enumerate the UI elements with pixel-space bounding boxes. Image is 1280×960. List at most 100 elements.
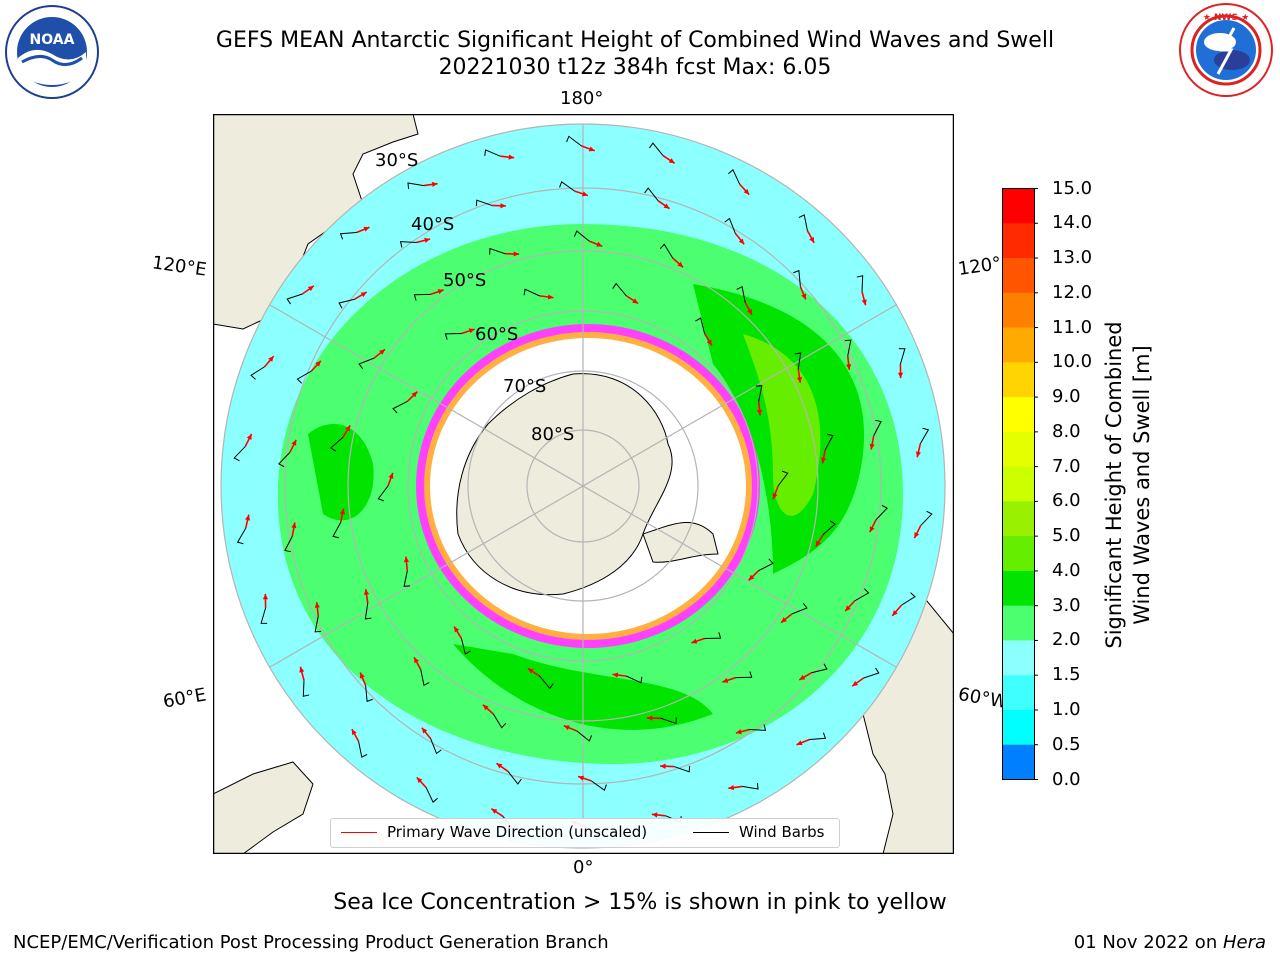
wave-arrow-head — [482, 704, 489, 711]
wind-barb — [811, 663, 828, 674]
wave-arrow-head — [897, 372, 904, 379]
lat-label-70: 70°S — [503, 376, 546, 397]
wind-barb — [330, 436, 344, 452]
wave-arrow-head — [411, 391, 418, 398]
wave-arrow-head — [547, 294, 554, 300]
wave-arrow-head — [315, 360, 321, 367]
svg-text:★ NWS ★: ★ NWS ★ — [1203, 13, 1249, 23]
colorbar-label-line1: Significant Height of Combined — [1102, 321, 1126, 649]
wave-arrow-head — [796, 377, 803, 383]
wave-arrow-head — [345, 425, 351, 432]
wave-arrow-head — [268, 356, 274, 362]
wave-arrow-head — [431, 181, 438, 188]
legend-item-wave-direction: Primary Wave Direction (unscaled) — [341, 823, 647, 841]
colorbar-block — [1002, 570, 1035, 607]
wave-arrow-head — [414, 657, 419, 664]
wind-barb — [460, 638, 471, 655]
wave-arrow-head — [738, 238, 745, 245]
wind-barb — [523, 288, 540, 297]
colorbar-tick-label: 0.5 — [1052, 733, 1081, 755]
sea-ice-note: Sea Ice Concentration > 15% is shown in … — [333, 890, 947, 915]
wave-arrow-head — [424, 237, 431, 243]
wind-barb — [377, 485, 389, 502]
colorbar-block — [1002, 709, 1035, 746]
lat-label-60: 60°S — [475, 324, 518, 345]
wind-barb — [559, 181, 575, 192]
wave-arrow-head — [668, 158, 675, 164]
wave-arrow-head — [743, 188, 750, 195]
lat-label-50: 50°S — [443, 270, 486, 291]
wave-arrow-head — [809, 236, 815, 243]
legend-swatch-red-line — [341, 831, 377, 833]
wind-barb — [566, 135, 582, 147]
colorbar-tick-label: 1.5 — [1052, 664, 1081, 686]
wind-barb — [407, 182, 424, 190]
wave-arrow-head — [578, 775, 585, 781]
colorbar-tick-label: 14.0 — [1052, 212, 1093, 234]
wave-arrow-head — [914, 532, 920, 539]
wave-arrow-head — [781, 617, 787, 623]
colorbar-tick-label: 13.0 — [1052, 247, 1093, 269]
wind-barb — [673, 765, 691, 773]
wind-barb — [659, 243, 674, 259]
wind-barb — [660, 717, 677, 725]
wind-barb — [704, 632, 722, 639]
wave-arrow-head — [845, 605, 851, 612]
run-date-prefix: 01 Nov 2022 on — [1073, 932, 1223, 953]
colorbar-block — [1002, 188, 1035, 224]
wave-arrow-head — [359, 672, 365, 679]
wave-arrow-head — [852, 680, 859, 687]
wind-barb — [755, 385, 763, 402]
wind-barb — [284, 536, 293, 553]
wave-arrow-head — [677, 261, 684, 268]
wind-barb — [399, 241, 417, 248]
wind-barb — [339, 231, 357, 240]
nws-logo: ★ NWS ★ — [1179, 3, 1273, 97]
colorbar-block — [1002, 536, 1035, 572]
wind-barb — [539, 675, 554, 690]
wave-arrow-head — [815, 540, 821, 547]
wind-barb — [919, 427, 930, 444]
colorbar-block — [1002, 640, 1035, 676]
wave-arrow-head — [563, 725, 570, 731]
lat-label-40: 40°S — [411, 214, 454, 235]
colorbar-tick-label: 11.0 — [1052, 316, 1093, 338]
colorbar-block — [1002, 431, 1035, 468]
wave-arrow-head — [747, 308, 752, 315]
wind-barb — [358, 357, 375, 370]
wind-barb — [798, 214, 808, 231]
colorbar-block — [1002, 223, 1035, 259]
wind-barb — [403, 570, 411, 587]
lon-label-60e: 60°E — [161, 684, 208, 713]
wave-arrow-head — [596, 241, 603, 247]
wind-barb — [507, 770, 522, 785]
wind-barb — [591, 780, 607, 791]
wave-arrow-head — [861, 299, 867, 306]
wave-arrow-head — [869, 526, 875, 533]
wave-arrow-head — [632, 298, 639, 304]
wave-arrow-head — [651, 812, 658, 818]
colorbar-label-line2: Wind Waves and Swell [m] — [1130, 345, 1154, 625]
wave-arrow-head — [735, 729, 742, 735]
wave-arrow-head — [612, 672, 619, 678]
wave-arrow-head — [748, 574, 755, 581]
wave-arrow-head — [527, 668, 534, 674]
wind-barb — [444, 333, 462, 340]
wind-barb — [358, 741, 368, 758]
wave-arrow-head — [363, 226, 370, 232]
wind-barb — [873, 419, 882, 436]
wave-arrow-head — [291, 522, 297, 529]
wind-barb — [856, 275, 864, 292]
wave-arrow-head — [756, 409, 763, 416]
colorbar-block — [1002, 744, 1035, 780]
wave-arrow-head — [363, 589, 370, 595]
colorbar-tick-label: 15.0 — [1052, 177, 1093, 199]
wave-arrow-head — [821, 457, 827, 464]
colorbar-block — [1002, 605, 1035, 641]
wave-arrow-head — [351, 729, 357, 736]
wave-arrow-head — [500, 203, 506, 209]
wave-arrow-head — [846, 364, 852, 370]
wind-barb — [724, 217, 736, 234]
colorbar-tick-label: 5.0 — [1052, 525, 1081, 547]
wave-arrow-head — [663, 203, 670, 209]
